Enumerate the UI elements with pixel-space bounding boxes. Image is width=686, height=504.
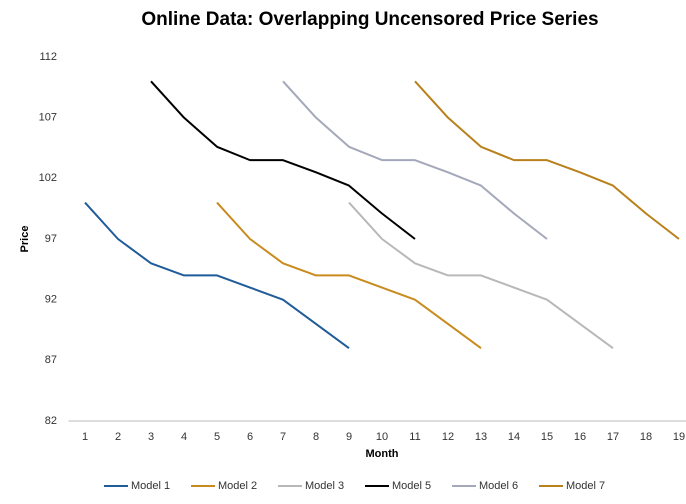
y-tick-label: 82 [45, 415, 57, 427]
legend-label: Model 2 [218, 480, 257, 492]
x-tick-label: 13 [475, 431, 487, 443]
chart-title: Online Data: Overlapping Uncensored Pric… [141, 9, 598, 30]
x-tick-label: 7 [280, 431, 286, 443]
series-line [84, 201, 350, 350]
x-tick-label: 17 [607, 431, 619, 443]
legend-label: Model 6 [479, 480, 518, 492]
y-tick-label: 92 [45, 294, 57, 306]
x-tick-label: 2 [115, 431, 121, 443]
legend-label: Model 3 [305, 480, 344, 492]
x-tick-label: 11 [409, 431, 420, 443]
y-axis-title: Price [19, 226, 31, 253]
x-tick-label: 14 [508, 431, 520, 443]
series-line [348, 201, 614, 350]
x-tick-label: 4 [181, 431, 187, 443]
x-tick-label: 18 [640, 431, 652, 443]
x-tick-label: 5 [214, 431, 220, 443]
x-tick-label: 1 [82, 431, 88, 443]
y-tick-label: 87 [45, 354, 57, 366]
series-line [150, 80, 416, 240]
y-tick-label: 112 [39, 51, 57, 63]
x-tick-label: 9 [346, 431, 352, 443]
x-tick-label: 8 [313, 431, 319, 443]
series-line [216, 201, 482, 350]
legend-label: Model 1 [131, 480, 170, 492]
legend-label: Model 7 [566, 480, 605, 492]
x-tick-label: 15 [541, 431, 553, 443]
x-tick-label: 6 [247, 431, 253, 443]
x-tick-label: 12 [442, 431, 454, 443]
x-axis-title: Month [366, 448, 399, 460]
x-tick-label: 19 [673, 431, 685, 443]
series-line [414, 80, 680, 240]
x-tick-label: 16 [574, 431, 586, 443]
x-tick-label: 3 [148, 431, 154, 443]
y-tick-label: 102 [39, 172, 57, 184]
x-tick-label: 10 [376, 431, 388, 443]
series-line [282, 80, 548, 240]
legend-label: Model 5 [392, 480, 431, 492]
y-tick-label: 97 [45, 233, 57, 245]
y-tick-label: 107 [39, 112, 57, 124]
